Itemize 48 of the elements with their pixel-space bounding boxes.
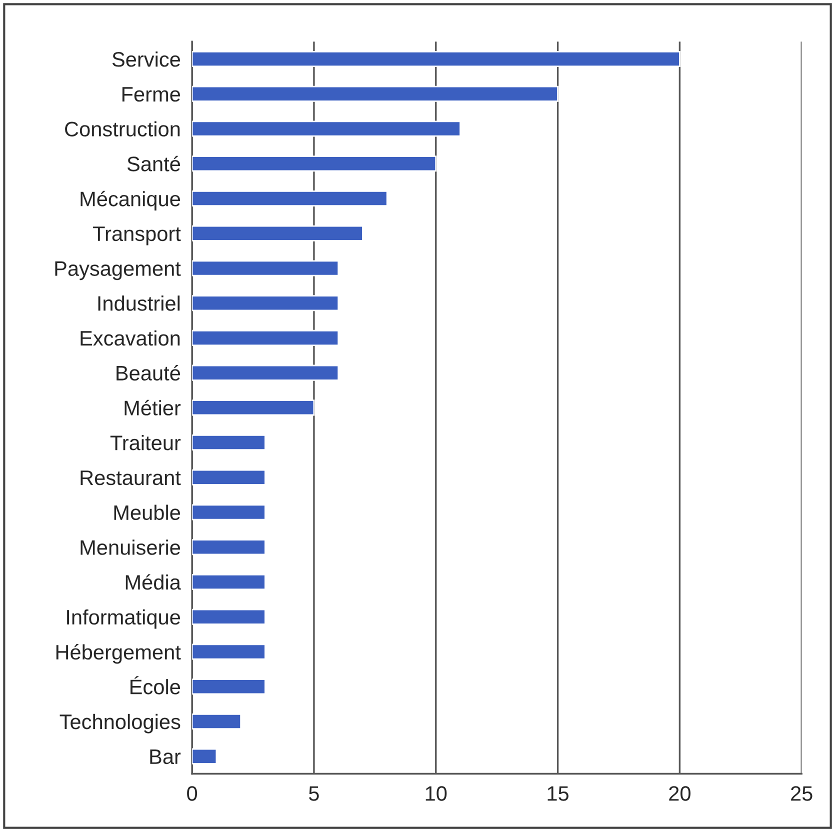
- y-tick-label: Restaurant: [80, 470, 181, 486]
- bar: [192, 748, 218, 764]
- bar: [192, 400, 315, 416]
- x-tick-label: 5: [309, 786, 319, 801]
- bar: [192, 644, 266, 660]
- y-tick-label: Mécanique: [80, 190, 180, 210]
- bar: [192, 295, 340, 312]
- y-tick-label: Paysagement: [55, 261, 181, 280]
- bar: [192, 51, 680, 68]
- bar: [192, 364, 340, 381]
- y-tick-label: École: [130, 676, 180, 694]
- x-tick-label: 15: [548, 786, 568, 801]
- y-tick-label: Traiteur: [110, 434, 181, 450]
- bar: [192, 86, 558, 102]
- bar: [192, 469, 266, 486]
- bar: [192, 539, 266, 556]
- y-tick-label: Meuble: [114, 504, 180, 520]
- x-tick-label: 10: [426, 786, 447, 801]
- y-tick-label: Excavation: [80, 330, 180, 346]
- y-tick-label: Transport: [93, 226, 181, 246]
- bar: [192, 713, 242, 730]
- y-tick-label: Santé: [127, 156, 180, 172]
- bar: [192, 120, 461, 137]
- x-tick-label: 0: [187, 786, 198, 801]
- bar: [192, 608, 266, 625]
- x-tick-label: 25: [791, 786, 812, 801]
- bar: [192, 156, 437, 172]
- y-tick-label: Bar: [150, 750, 181, 764]
- bar: [192, 574, 266, 590]
- y-tick-label: Technologies: [60, 714, 180, 734]
- y-tick-label: Industriel: [98, 296, 180, 311]
- x-tick-label: 20: [669, 786, 690, 801]
- bar: [192, 330, 340, 346]
- y-tick-label: Métier: [124, 400, 181, 416]
- y-tick-label: Menuiserie: [80, 540, 180, 555]
- y-tick-label: Média: [126, 574, 181, 590]
- bar: [192, 225, 364, 242]
- y-tick-label: Beauté: [116, 365, 180, 381]
- y-tick-label: Informatique: [67, 609, 180, 629]
- y-tick-label: Ferme: [122, 87, 180, 102]
- y-tick-label: Hébergement: [56, 644, 181, 664]
- bar: [192, 504, 266, 520]
- bar: [192, 260, 340, 276]
- y-tick-label: Service: [112, 51, 180, 67]
- bar: [192, 434, 266, 451]
- bar: [192, 190, 388, 207]
- y-tick-label: Construction: [65, 121, 180, 137]
- bar: [192, 678, 266, 695]
